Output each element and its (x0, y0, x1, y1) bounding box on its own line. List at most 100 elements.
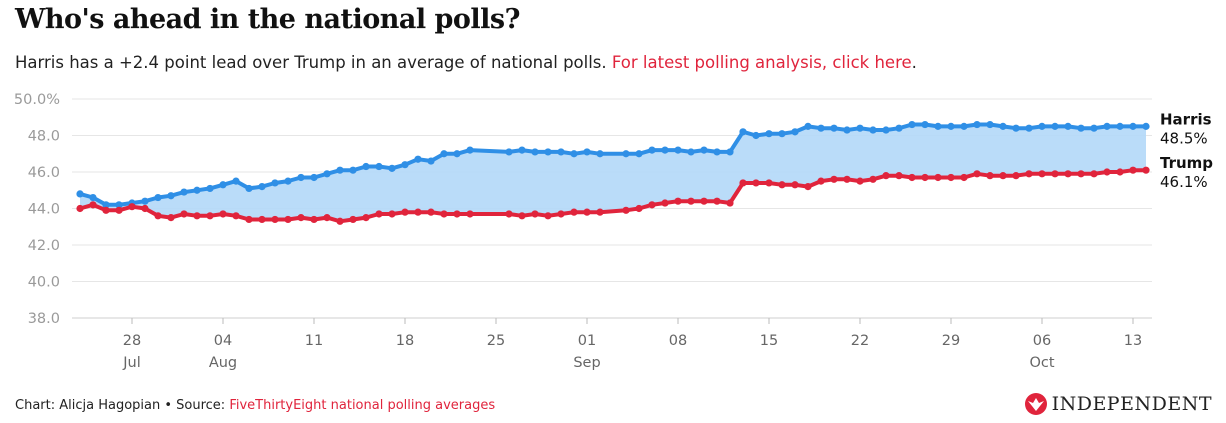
trump-point (518, 212, 526, 220)
x-tick-label: 15 (760, 333, 778, 349)
analysis-link[interactable]: For latest polling analysis, click here (611, 53, 912, 72)
trump-point (401, 208, 409, 216)
trump-point (856, 177, 864, 185)
trump-point (830, 175, 838, 183)
trump-point (453, 210, 461, 218)
trump-point (531, 210, 539, 218)
trump-point (76, 204, 84, 213)
trump-point (817, 177, 825, 185)
trump-point (219, 210, 227, 218)
trump-point (115, 206, 123, 214)
harris-point (700, 146, 708, 154)
harris-point (1090, 124, 1098, 132)
harris-point (323, 170, 331, 178)
harris-point (648, 146, 656, 154)
trump-point (141, 204, 149, 213)
trump-point (804, 183, 812, 191)
harris-point (180, 188, 188, 196)
harris-point (713, 148, 721, 156)
trump-point (167, 214, 175, 222)
harris-point (271, 179, 279, 187)
trump-end-name: Trump (1160, 154, 1213, 172)
trump-point (895, 172, 903, 180)
trump-point (1077, 170, 1085, 178)
y-axis: 50.0% 48.0 46.0 44.0 42.0 40.0 38.0 (14, 92, 60, 327)
y-tick-label: 40.0 (28, 275, 60, 291)
harris-point (882, 126, 890, 134)
trump-point (752, 179, 760, 187)
x-tick-month-label: Aug (209, 355, 237, 371)
trump-point (1116, 168, 1124, 176)
harris-point (1077, 124, 1085, 132)
subtitle-text: Harris has a +2.4 point lead over Trump … (15, 53, 612, 72)
trump-point (544, 212, 552, 220)
eagle-logo-icon (1024, 393, 1047, 415)
trump-point (921, 173, 929, 182)
trump-point (89, 201, 97, 209)
harris-point (622, 150, 630, 158)
trump-point (505, 210, 513, 218)
trump-point (973, 170, 981, 178)
x-tick-label: 04 (214, 333, 232, 349)
harris-point (310, 173, 318, 182)
trump-end-value: 46.1% (1160, 173, 1208, 191)
harris-point (401, 161, 409, 169)
subtitle-end: . (911, 53, 917, 72)
x-tick-label: 06 (1033, 333, 1051, 349)
x-tick-label: 28 (123, 333, 141, 349)
trump-point (271, 215, 279, 224)
trump-point (349, 215, 357, 224)
chart-subtitle: Harris has a +2.4 point lead over Trump … (15, 53, 917, 72)
harris-point (596, 150, 604, 158)
series-lines (76, 120, 1150, 225)
x-tick-label: 11 (305, 333, 323, 349)
trump-point (934, 173, 942, 182)
harris-point (661, 146, 669, 154)
harris-point (1038, 122, 1046, 130)
y-tick-label: 50.0% (14, 92, 60, 108)
trump-point (648, 201, 656, 209)
harris-point (635, 150, 643, 158)
y-tick-label: 46.0 (28, 165, 60, 181)
trump-point (739, 179, 747, 187)
trump-point (1142, 166, 1150, 174)
source-link[interactable]: FiveThirtyEight national polling average… (229, 398, 496, 413)
y-tick-label: 44.0 (28, 202, 60, 218)
x-tick-label: 08 (669, 333, 687, 349)
trump-point (869, 175, 877, 183)
harris-point (336, 166, 344, 174)
trump-point (232, 212, 240, 220)
harris-point (284, 177, 292, 185)
harris-point (102, 201, 110, 209)
trump-point (310, 215, 318, 224)
trump-point (908, 173, 916, 182)
trump-point (362, 214, 370, 222)
y-tick-label: 42.0 (28, 238, 60, 254)
trump-point (1090, 170, 1098, 178)
harris-point (557, 148, 565, 156)
trump-point (700, 197, 708, 205)
trump-point (986, 172, 994, 180)
trump-point (180, 210, 188, 218)
x-tick-month-label: Oct (1029, 355, 1054, 371)
x-tick-month-label: Sep (573, 355, 600, 371)
harris-point (739, 128, 747, 136)
trump-point (427, 208, 435, 216)
harris-point (817, 124, 825, 132)
harris-point (895, 124, 903, 132)
brand-logo[interactable]: INDEPENDENT (1024, 392, 1212, 416)
trump-point (947, 173, 955, 182)
trump-point (557, 210, 565, 218)
harris-point (206, 184, 214, 193)
trump-point (323, 214, 331, 222)
trump-point (414, 208, 422, 216)
credit-text: Chart: Alicja Hagopian • Source: (15, 398, 230, 413)
harris-point (1142, 122, 1150, 130)
trump-point (765, 179, 773, 187)
lead-area-fill (80, 124, 1146, 222)
harris-point (466, 146, 474, 154)
trump-point (674, 197, 682, 205)
harris-point (973, 120, 981, 129)
harris-point (765, 130, 773, 138)
